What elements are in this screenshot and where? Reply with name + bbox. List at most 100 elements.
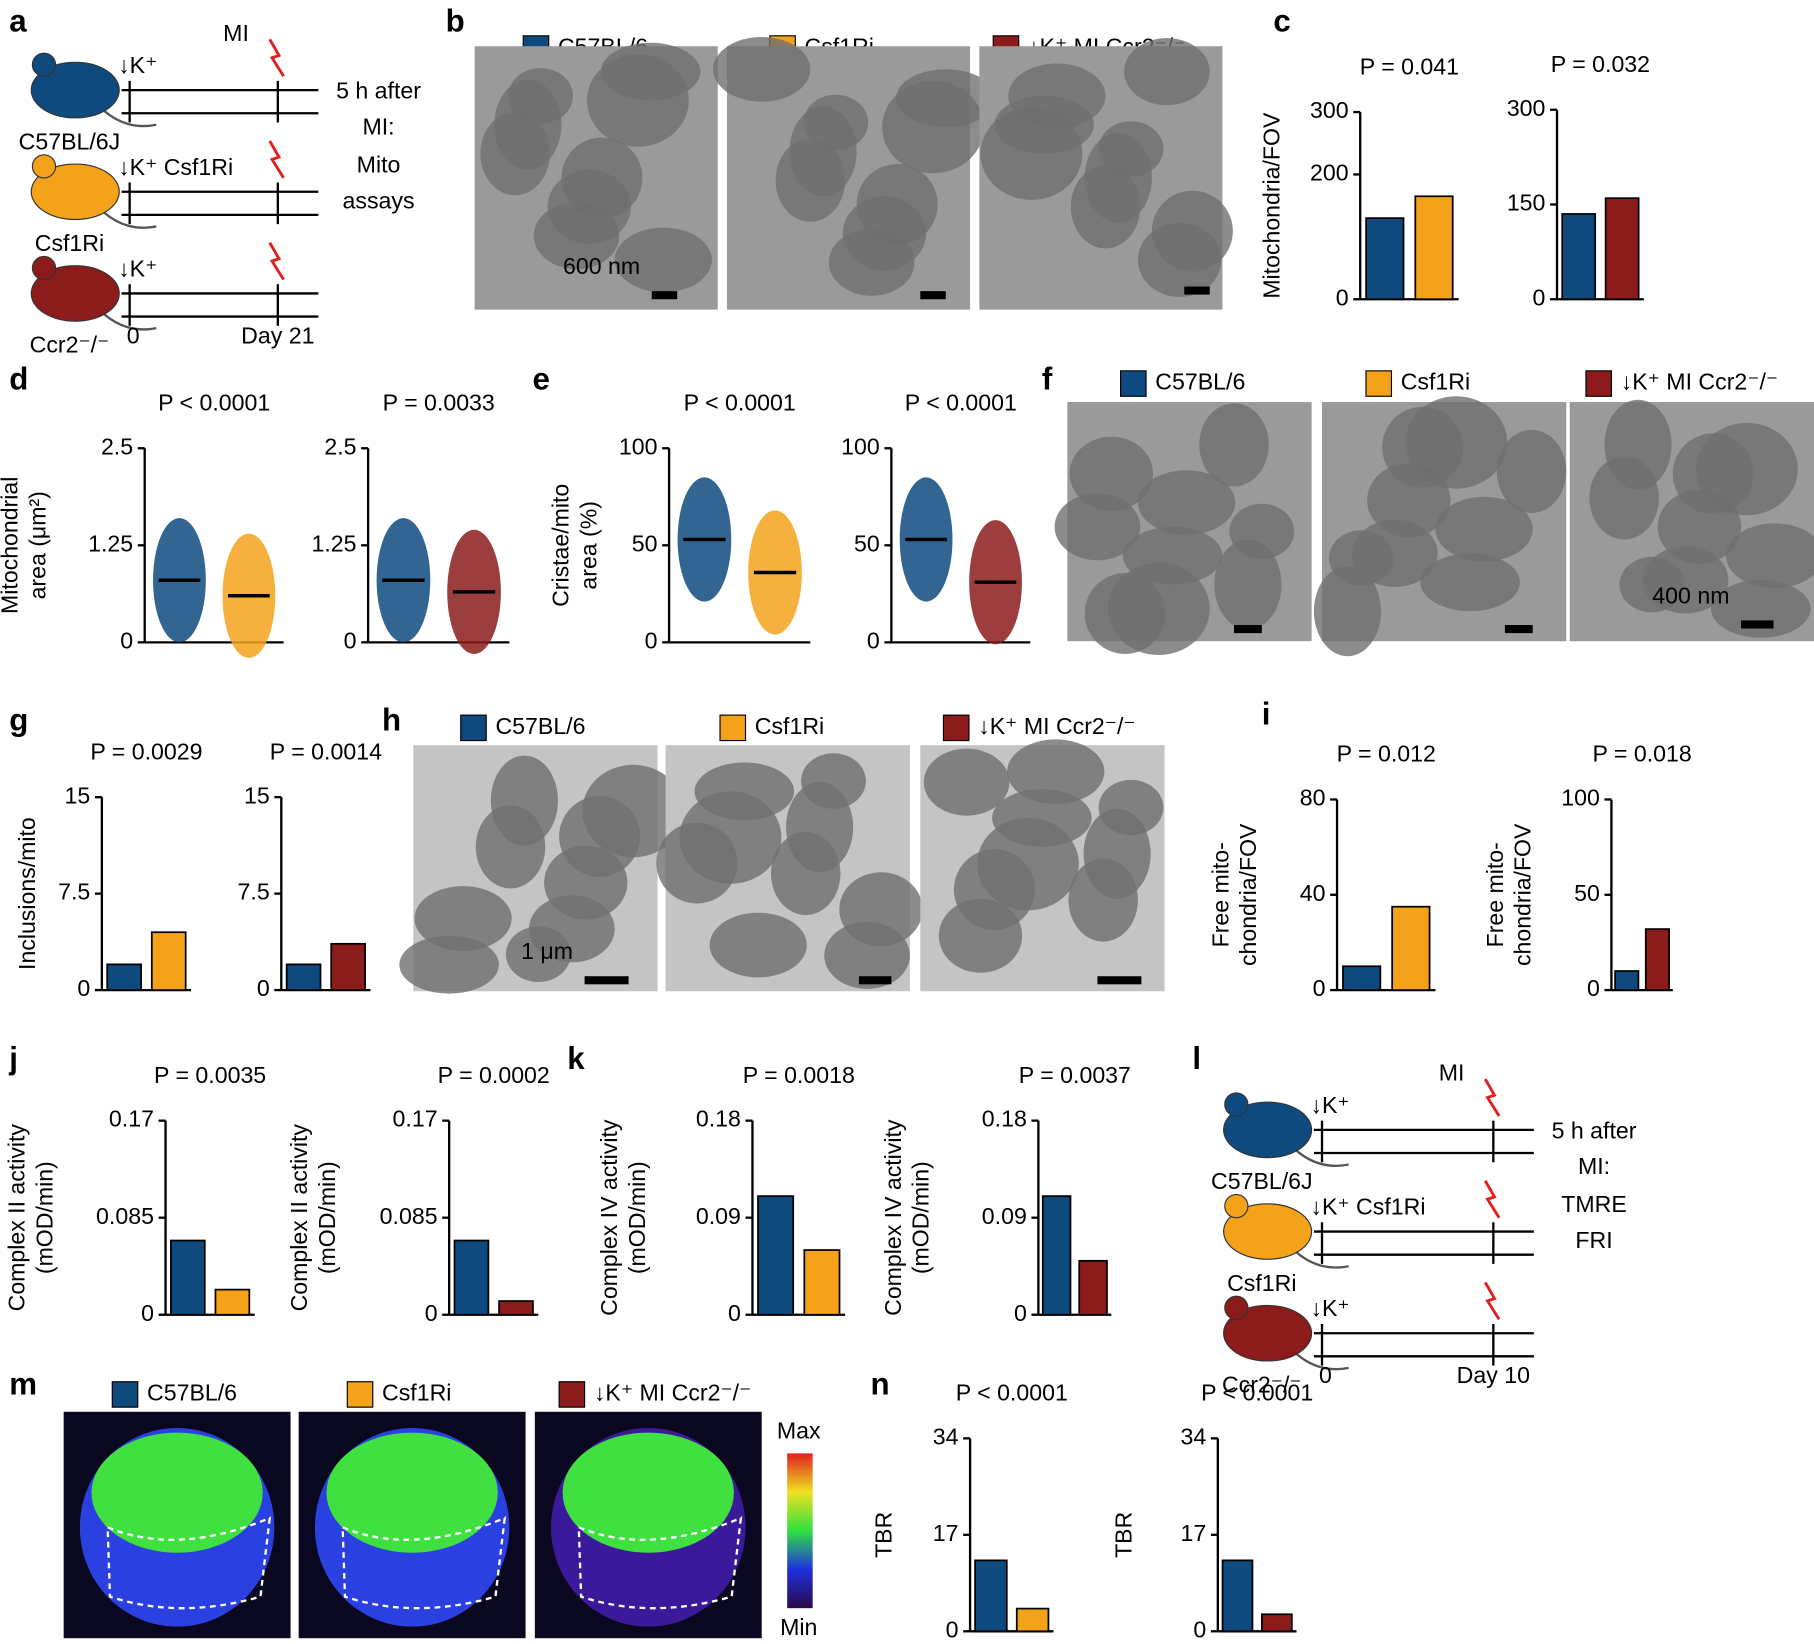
y-tick-label: 0: [867, 627, 880, 653]
legend-label: C57BL/6: [1155, 369, 1245, 395]
mi-bolt: [1483, 1281, 1501, 1321]
readout: 5 h after: [336, 78, 421, 104]
mitochondrion: [586, 54, 689, 147]
y-tick-label: 7.5: [238, 879, 270, 905]
y-tick-label: 100: [619, 433, 658, 459]
timeline-end: Day 21: [241, 322, 314, 348]
p-value: P = 0.032: [1551, 51, 1650, 77]
p-value: P < 0.0001: [956, 1380, 1068, 1406]
mitochondrion: [980, 107, 1083, 200]
y-axis-label: Mitochondria/FOV: [1258, 112, 1284, 299]
mouse-ear: [31, 52, 57, 77]
readout: Mito: [357, 151, 401, 177]
bar: [1644, 928, 1670, 991]
mitochondrion: [770, 831, 841, 916]
mitochondrion: [1107, 562, 1210, 656]
mitochondrion: [399, 935, 499, 994]
panel-label: a: [9, 3, 27, 38]
panel-label: e: [533, 362, 550, 397]
strain: Csf1Ri: [35, 230, 104, 256]
legend-swatch: [1120, 370, 1147, 397]
bar: [106, 963, 142, 991]
mitochondrion: [414, 886, 512, 951]
y-tick-label: 17: [1181, 1520, 1207, 1546]
infarct-outline: [577, 1516, 743, 1610]
bar: [1041, 1195, 1072, 1316]
y-tick-label: 50: [854, 530, 880, 556]
mitochondrion: [1642, 546, 1729, 614]
p-value: P = 0.012: [1337, 741, 1436, 767]
legend-label: C57BL/6: [147, 1380, 237, 1406]
y-axis-label: Complex IV activity(mOD/min): [880, 1119, 934, 1316]
y-tick-label: 0: [425, 1300, 438, 1326]
scale-bar: [584, 976, 629, 985]
panel-label: f: [1042, 362, 1053, 397]
mouse-tail: [1295, 1149, 1349, 1168]
panel-label: i: [1262, 697, 1271, 732]
y-axis-label: TBR: [1110, 1512, 1136, 1558]
readout: assays: [343, 187, 415, 213]
legend-label: Csf1Ri: [382, 1380, 451, 1406]
mi-bolt: [1483, 1180, 1501, 1219]
mitochondrion: [1068, 858, 1138, 942]
y-tick-label: 0: [1336, 284, 1349, 310]
y-tick-label: 0: [141, 1300, 154, 1326]
scale-bar: [651, 291, 678, 300]
mouse-tail: [103, 110, 157, 128]
bar: [1342, 965, 1382, 991]
p-value: P = 0.041: [1360, 53, 1459, 79]
y-tick-label: 100: [841, 433, 880, 459]
strain: Csf1Ri: [1227, 1270, 1296, 1296]
scale-bar-label: 1 μm: [521, 938, 573, 964]
scale-bar: [1234, 625, 1262, 634]
y-tick-label: 0.09: [696, 1203, 741, 1229]
panel-label: j: [8, 1041, 18, 1076]
y-tick-label: 2.5: [101, 433, 133, 459]
mitochondrion: [1069, 436, 1153, 511]
p-value: P < 0.0001: [1201, 1380, 1313, 1406]
treatment: ↓K⁺: [118, 255, 157, 281]
y-tick-label: 0: [1533, 284, 1546, 310]
y-tick-label: 1.25: [88, 530, 133, 556]
legend-swatch: [719, 714, 747, 742]
strain: C57BL/6J: [19, 128, 121, 154]
y-axis-label: Mitochondrialarea (μm²): [0, 477, 50, 614]
mitochondrion: [1137, 222, 1222, 297]
p-value: P = 0.0029: [90, 738, 202, 764]
mouse-ear: [1224, 1295, 1249, 1320]
mitochondrion: [679, 791, 782, 884]
timeline-start: 0: [1319, 1362, 1332, 1388]
mitochondrion: [475, 805, 546, 889]
readout: 5 h after: [1552, 1117, 1637, 1143]
bar: [1078, 1259, 1108, 1316]
readout: MI:: [1578, 1153, 1610, 1179]
panel-label: m: [9, 1367, 37, 1402]
y-axis-label: Complex II activity(mOD/min): [4, 1124, 58, 1312]
heat-green: [562, 1432, 734, 1553]
y-axis-label: Inclusions/mito: [14, 817, 40, 970]
mitochondrion: [1726, 523, 1814, 589]
mitochondrion: [1007, 739, 1105, 805]
y-tick-label: 150: [1507, 190, 1546, 216]
mitochondrion: [582, 764, 685, 858]
y-tick-label: 0: [645, 627, 658, 653]
event: MI: [223, 20, 249, 46]
mouse-ear: [31, 154, 57, 179]
legend-label: ↓K⁺ MI Ccr2⁻/⁻: [594, 1380, 751, 1406]
y-tick-label: 0: [728, 1300, 741, 1326]
y-axis-label: TBR: [871, 1512, 897, 1558]
readout: FRI: [1575, 1227, 1612, 1253]
colorbar-min: Min: [780, 1614, 817, 1640]
mitochondrion: [1137, 470, 1236, 535]
y-tick-label: 0: [344, 627, 357, 653]
mouse-ear: [1224, 1194, 1249, 1219]
y-axis-label: Free mito-chondria/FOV: [1482, 823, 1536, 966]
mitochondrion: [614, 227, 712, 293]
p-value: P = 0.018: [1592, 741, 1691, 767]
y-tick-label: 0: [77, 975, 90, 1001]
y-tick-label: 7.5: [58, 879, 90, 905]
mi-bolt: [1483, 1078, 1501, 1117]
timeline-end: Day 10: [1457, 1362, 1530, 1388]
mouse-body: [1223, 1203, 1313, 1260]
